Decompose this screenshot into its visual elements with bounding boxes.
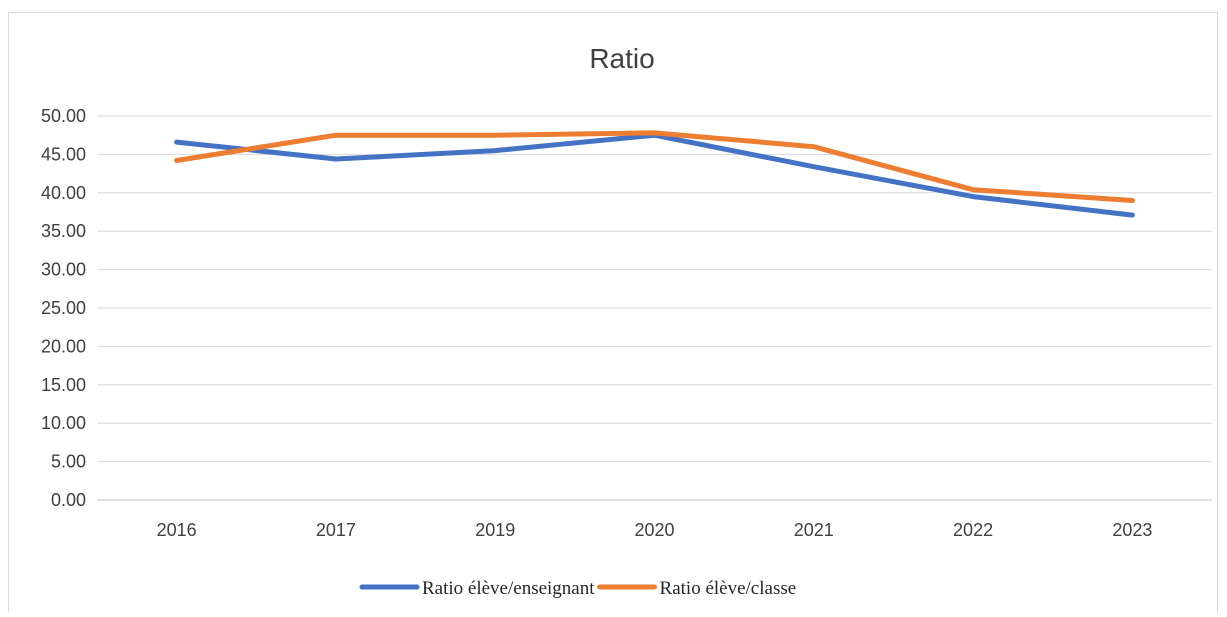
x-tick-label: 2023 <box>1112 520 1152 540</box>
x-tick-label: 2017 <box>316 520 356 540</box>
y-tick-label: 30.00 <box>41 260 86 280</box>
chart-frame <box>8 12 1218 612</box>
y-tick-label: 15.00 <box>41 375 86 395</box>
x-tick-label: 2020 <box>634 520 674 540</box>
chart-title: Ratio <box>589 43 654 74</box>
x-tick-label: 2019 <box>475 520 515 540</box>
x-axis-ticks: 2016 2017 2019 2020 2021 2022 2023 <box>157 520 1153 540</box>
legend-label: Ratio élève/enseignant <box>422 578 595 599</box>
y-tick-label: 45.00 <box>41 144 86 164</box>
legend: Ratio élève/enseignant Ratio élève/classe <box>359 578 797 599</box>
legend-item: Ratio élève/enseignant <box>359 578 595 599</box>
legend-item: Ratio élève/classe <box>597 578 797 599</box>
gridlines <box>97 115 1212 501</box>
series-line <box>174 132 1135 218</box>
y-tick-label: 35.00 <box>41 221 86 241</box>
x-tick-label: 2022 <box>953 520 993 540</box>
y-tick-label: 0.00 <box>51 490 86 510</box>
x-tick-label: 2016 <box>157 520 197 540</box>
y-tick-label: 10.00 <box>41 413 86 433</box>
y-tick-label: 5.00 <box>51 452 86 472</box>
y-tick-label: 50.00 <box>41 106 86 126</box>
series-lines <box>174 130 1135 218</box>
y-tick-label: 40.00 <box>41 183 86 203</box>
y-tick-label: 20.00 <box>41 336 86 356</box>
y-tick-label: 25.00 <box>41 298 86 318</box>
y-axis-ticks: 0.00 5.00 10.00 15.00 20.00 25.00 30.00 35.00 40… <box>41 106 86 510</box>
legend-label: Ratio élève/classe <box>660 578 797 599</box>
x-tick-label: 2021 <box>794 520 834 540</box>
series-line <box>174 130 1135 203</box>
